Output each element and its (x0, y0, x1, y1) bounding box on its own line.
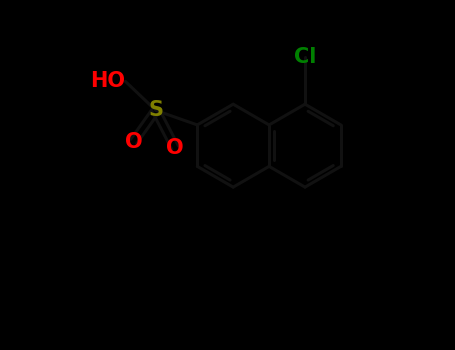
Text: HO: HO (91, 71, 126, 91)
Text: O: O (167, 138, 184, 158)
Text: O: O (125, 132, 142, 152)
Text: Cl: Cl (294, 47, 316, 66)
Text: S: S (148, 100, 163, 120)
